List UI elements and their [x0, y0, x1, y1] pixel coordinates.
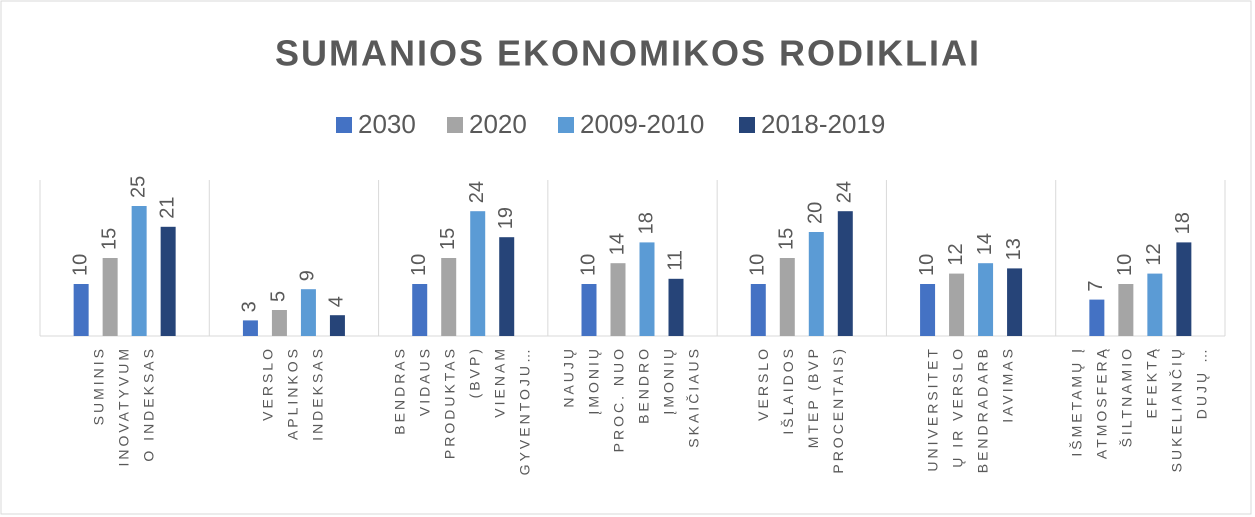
bar — [242, 320, 258, 336]
x-tick-label: BENDRO — [636, 346, 652, 424]
bar — [808, 232, 824, 336]
x-tick-label: ŠILTNAMIO — [1119, 346, 1135, 447]
x-tick-label: BENDRADARB — [974, 346, 990, 473]
data-label: 19 — [495, 207, 517, 229]
bar — [131, 206, 147, 336]
x-tick-label: MTEP (BVP — [805, 346, 821, 448]
legend-label: 2030 — [358, 109, 416, 139]
bar — [329, 315, 345, 336]
bar — [668, 278, 684, 336]
x-tick-label: VIDAUS — [416, 346, 432, 416]
x-tick-label: BENDRAS — [391, 346, 407, 435]
bar — [1089, 299, 1105, 336]
legend-swatch — [447, 117, 463, 133]
data-label: 15 — [776, 228, 798, 250]
data-label: 10 — [1114, 254, 1136, 276]
data-label: 10 — [577, 254, 599, 276]
data-label: 15 — [98, 228, 120, 250]
x-tick-label: DUJŲ … — [1194, 346, 1210, 419]
bar — [1176, 242, 1192, 336]
bar — [102, 258, 118, 336]
bar — [1007, 268, 1023, 336]
data-label: 13 — [1003, 238, 1025, 260]
legend-swatch — [558, 117, 574, 133]
x-tick-label: VERSLO — [260, 346, 276, 421]
legend-label: 2009-2010 — [580, 109, 704, 139]
bar — [1147, 273, 1163, 336]
x-tick-label: O INDEKSAS — [140, 346, 156, 462]
bar — [73, 284, 89, 336]
bar — [499, 237, 515, 336]
bar — [271, 310, 287, 336]
x-tick-label: SUMINIS — [90, 346, 106, 425]
legend-swatch — [336, 117, 352, 133]
bar — [300, 289, 316, 336]
data-label: 21 — [156, 197, 178, 219]
bar — [412, 284, 428, 336]
x-tick-label: PROCENTAIS) — [830, 346, 846, 474]
bar — [441, 258, 457, 336]
bar — [837, 211, 853, 336]
bar — [920, 284, 936, 336]
legend-label: 2020 — [469, 109, 527, 139]
bar — [1118, 284, 1134, 336]
x-tick-label: INOVATYVUM — [115, 346, 131, 467]
chart-title: SUMANIOS EKONOMIKOS RODIKLIAI — [275, 33, 981, 74]
bar — [978, 263, 994, 336]
data-label: 24 — [834, 181, 856, 203]
bar — [160, 226, 176, 336]
data-label: 24 — [466, 181, 488, 203]
x-tick-label: ĮMONIŲ — [586, 346, 602, 415]
x-tick-label: NAUJŲ — [561, 346, 577, 408]
x-tick-label: Ų IR VERSLO — [949, 346, 965, 468]
data-label: 11 — [664, 250, 686, 271]
data-label: 25 — [127, 176, 149, 198]
x-tick-label: VERSLO — [755, 346, 771, 421]
x-tick-label: IŠLAIDOS — [780, 346, 796, 435]
legend-swatch — [739, 117, 755, 133]
x-tick-label: APLINKOS — [285, 346, 301, 440]
bar — [750, 284, 766, 336]
data-label: 14 — [606, 233, 628, 255]
bar — [779, 258, 795, 336]
x-tick-label: IŠMETAMŲ Į — [1069, 346, 1085, 457]
x-tick-label: ĮMONIŲ — [661, 346, 677, 415]
x-tick-label: SKAIČIAUS — [686, 346, 702, 448]
x-tick-label: SUKELIANČIŲ — [1169, 346, 1185, 472]
bar — [581, 284, 597, 336]
data-label: 4 — [326, 296, 348, 307]
bar — [610, 263, 626, 336]
x-tick-label: ATMOSFERĄ — [1094, 346, 1110, 459]
x-tick-label: (BVP) — [466, 346, 482, 398]
data-label: 15 — [437, 228, 459, 250]
data-label: 12 — [1143, 243, 1165, 265]
data-label: 10 — [916, 254, 938, 276]
data-label: 9 — [297, 270, 319, 281]
data-label: 20 — [805, 202, 827, 224]
bar — [470, 211, 486, 336]
data-label: 10 — [408, 254, 430, 276]
data-label: 12 — [945, 243, 967, 265]
data-label: 14 — [974, 233, 996, 255]
bar — [949, 273, 965, 336]
data-label: 7 — [1085, 280, 1107, 291]
x-tick-label: GYVENTOJU… — [516, 346, 532, 475]
bar — [639, 242, 655, 336]
data-label: 10 — [747, 254, 769, 276]
data-label: 5 — [268, 291, 290, 302]
data-label: 18 — [1172, 212, 1194, 234]
x-tick-label: INDEKSAS — [310, 346, 326, 441]
legend-label: 2018-2019 — [761, 109, 885, 139]
x-tick-label: UNIVERSITET — [924, 346, 940, 472]
x-tick-label: PROC. NUO — [611, 346, 627, 452]
x-tick-label: EFEKTĄ — [1144, 346, 1160, 418]
x-tick-label: IAVIMAS — [999, 346, 1015, 423]
x-tick-label: PRODUKTAS — [441, 346, 457, 459]
data-label: 10 — [69, 254, 91, 276]
data-label: 18 — [635, 212, 657, 234]
x-tick-label: VIENAM — [491, 346, 507, 418]
data-label: 3 — [239, 301, 261, 312]
